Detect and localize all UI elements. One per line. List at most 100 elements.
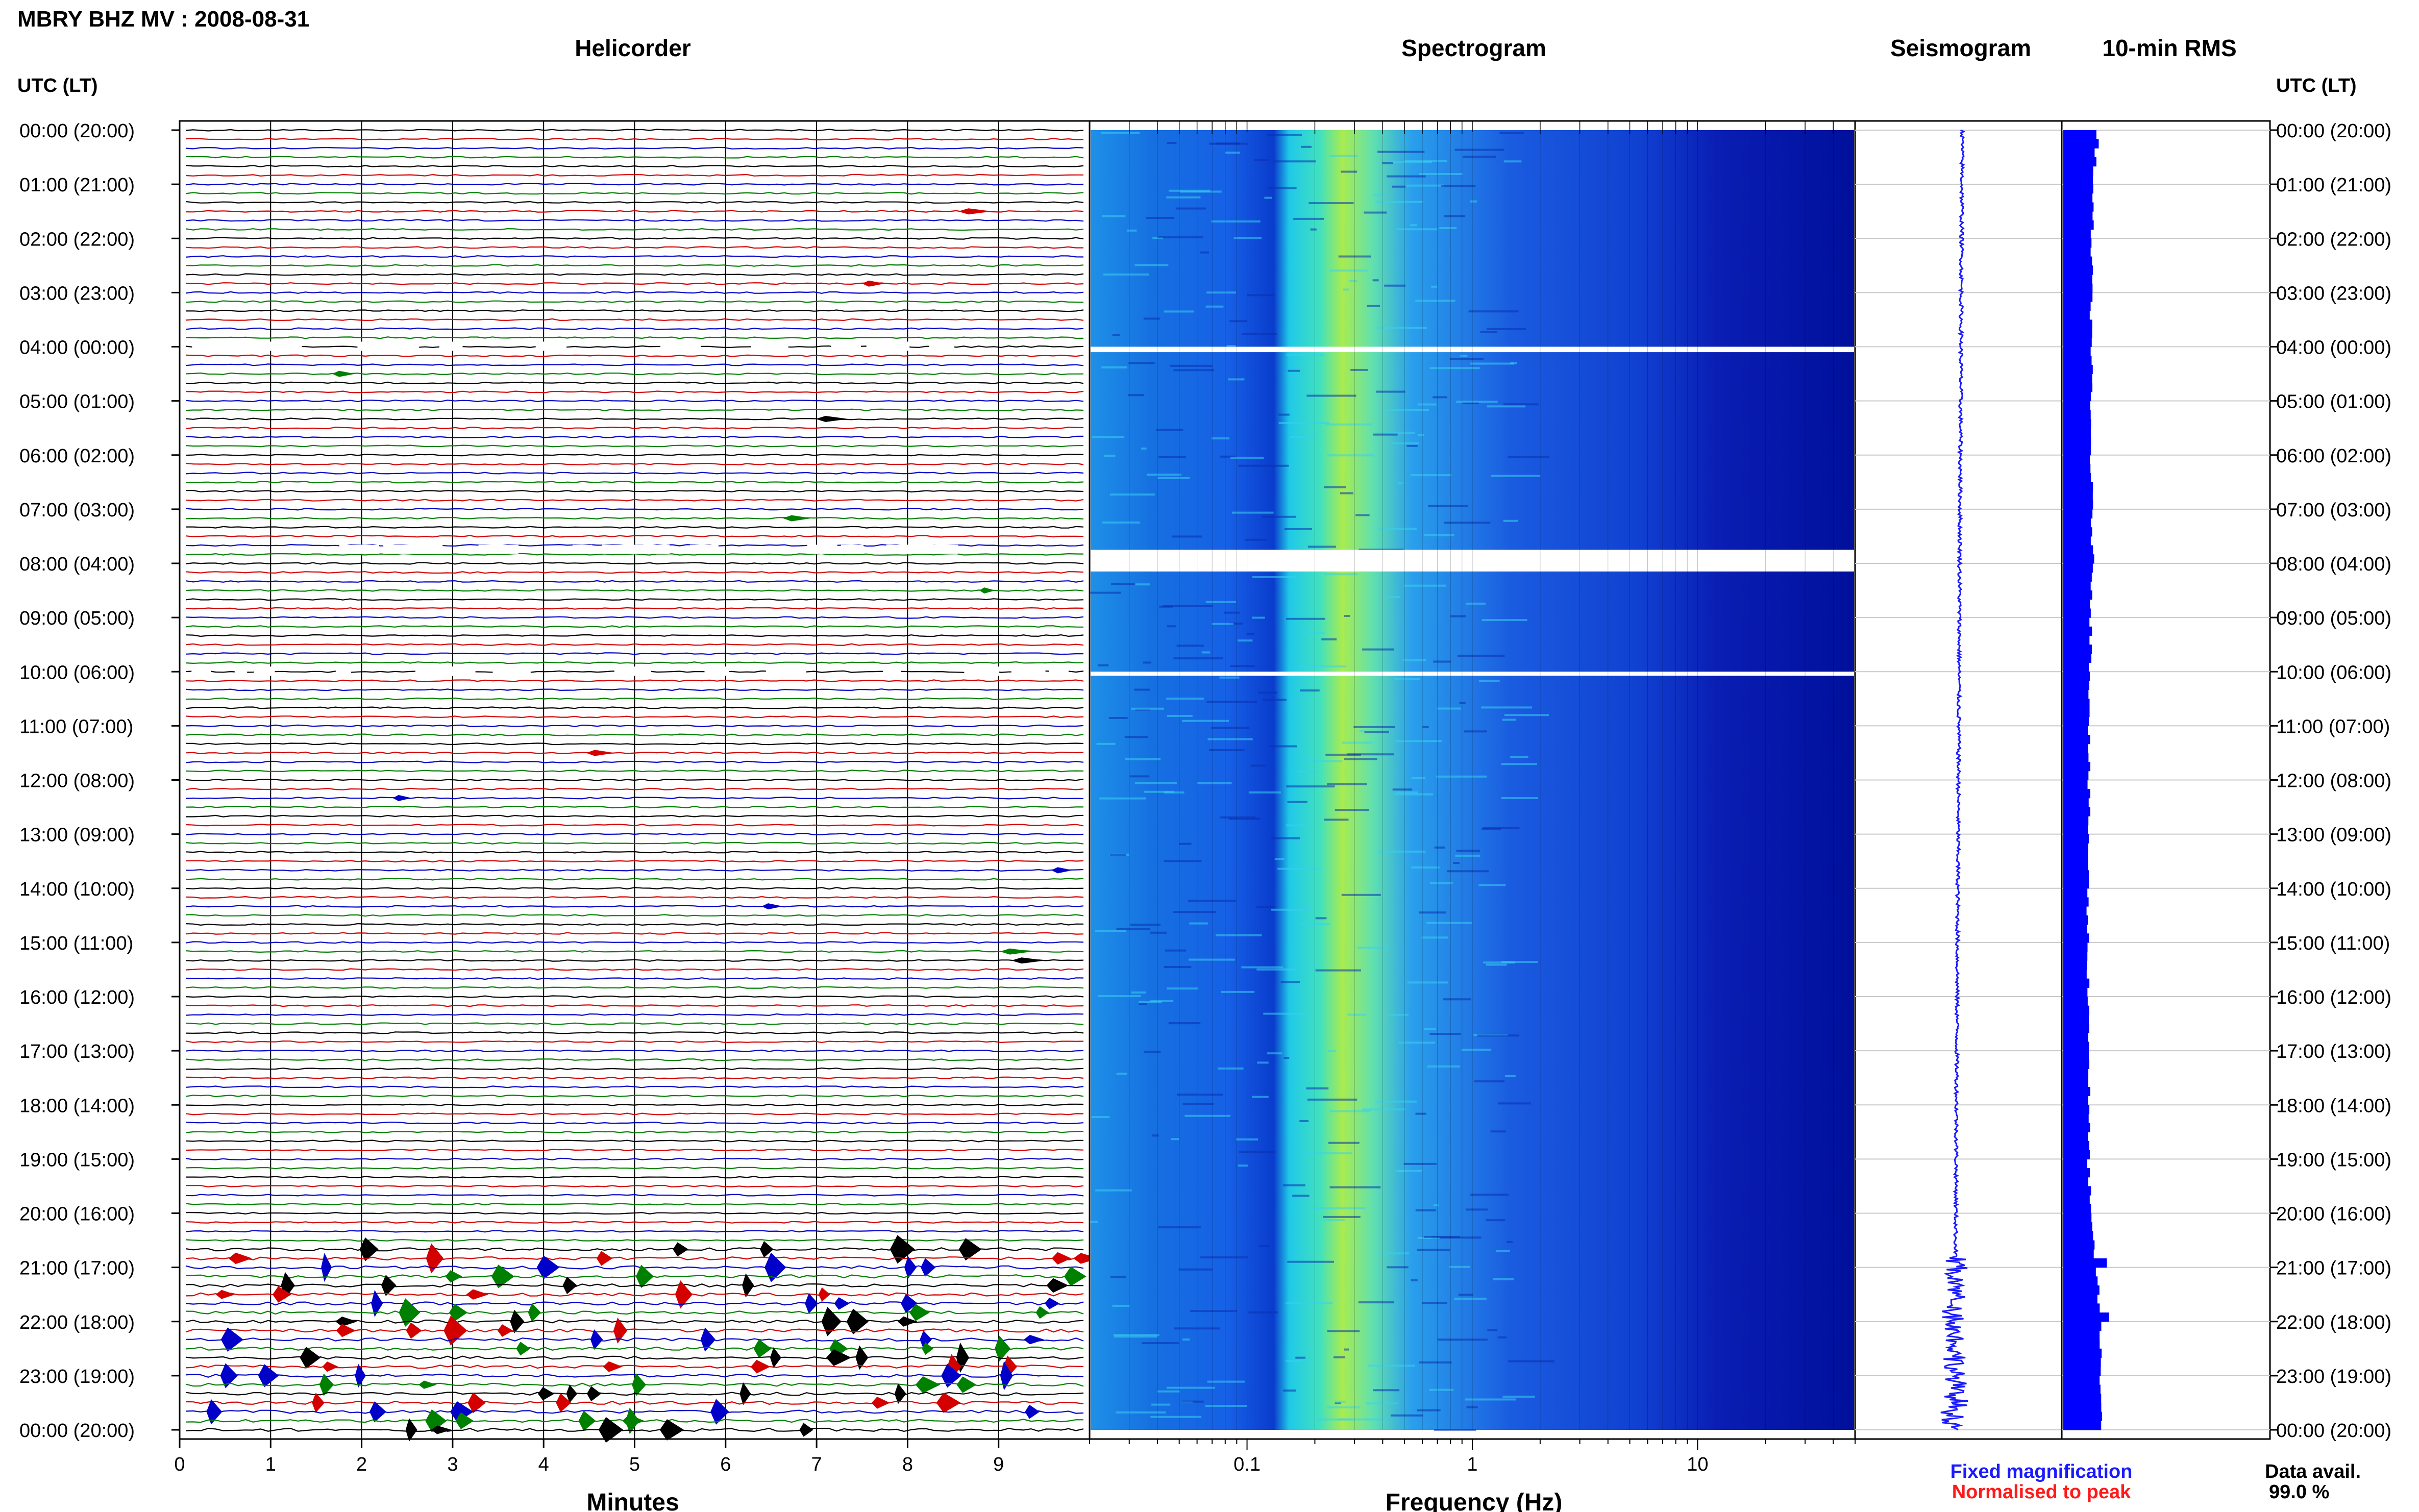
spectrogram-texture bbox=[1286, 617, 1325, 620]
helicorder-event bbox=[466, 1289, 489, 1300]
spectrogram-texture bbox=[1287, 1260, 1335, 1263]
spectrogram-texture bbox=[1481, 828, 1501, 830]
rms-bar bbox=[2063, 419, 2091, 429]
spectrogram-texture bbox=[1278, 422, 1329, 424]
spectrogram-texture bbox=[1157, 236, 1203, 239]
spectrogram-texture bbox=[1355, 514, 1370, 516]
rms-bar bbox=[2063, 1213, 2092, 1223]
time-label-right: 17:00 (13:00) bbox=[2276, 1041, 2391, 1062]
helicorder-event bbox=[258, 1364, 279, 1387]
spectrogram-texture bbox=[1423, 1235, 1460, 1238]
helicorder-trace bbox=[185, 1346, 1084, 1351]
spectrogram-texture bbox=[1205, 1405, 1247, 1407]
spectrogram-texture bbox=[1386, 596, 1401, 598]
rms-bar bbox=[2063, 1285, 2100, 1295]
rms-bar bbox=[2063, 364, 2093, 375]
rms-bar bbox=[2063, 292, 2093, 302]
rms-bar bbox=[2063, 238, 2092, 248]
spectrogram-texture bbox=[1295, 1356, 1306, 1359]
spectrogram-texture bbox=[1406, 444, 1418, 447]
spectrogram-texture bbox=[1248, 791, 1281, 794]
rms-bar bbox=[2063, 1357, 2101, 1367]
helicorder-event bbox=[418, 1380, 437, 1389]
rms-bar bbox=[2063, 870, 2089, 880]
rms-bar bbox=[2063, 1069, 2089, 1078]
helicorder-trace bbox=[185, 291, 1084, 294]
spectrogram-texture bbox=[1171, 1138, 1179, 1141]
rms-bar bbox=[2063, 283, 2093, 293]
helicorder-trace bbox=[185, 228, 1084, 231]
spectrogram-texture bbox=[1329, 269, 1369, 272]
rms-bar bbox=[2063, 545, 2093, 555]
spectrogram-texture bbox=[1139, 1003, 1148, 1006]
spectrogram-texture bbox=[1421, 936, 1448, 939]
helicorder-trace bbox=[185, 805, 1083, 809]
helicorder-trace bbox=[185, 941, 1084, 944]
helicorder-trace bbox=[185, 1194, 1084, 1197]
spectrogram-texture bbox=[1317, 1418, 1354, 1421]
rms-bar bbox=[2063, 374, 2092, 383]
helicorder-event bbox=[904, 1256, 917, 1279]
spectrogram-texture bbox=[1256, 968, 1296, 971]
spectrogram-texture bbox=[1474, 1080, 1505, 1083]
time-label-right: 05:00 (01:00) bbox=[2276, 391, 2391, 413]
helicorder-trace bbox=[185, 1247, 1084, 1252]
rms-bar bbox=[2063, 1168, 2090, 1178]
helicorder-trace bbox=[185, 1328, 1084, 1333]
spectrogram-texture bbox=[1364, 731, 1389, 733]
spectrogram-texture bbox=[1315, 1207, 1366, 1209]
helicorder-trace bbox=[185, 562, 1084, 565]
spectrogram-texture bbox=[1252, 576, 1296, 578]
helicorder-event bbox=[510, 1309, 525, 1333]
spectrogram-texture bbox=[1146, 216, 1175, 219]
helicorder-trace bbox=[185, 616, 1084, 619]
helicorder-trace bbox=[185, 589, 1084, 592]
helicorder-trace bbox=[185, 797, 1084, 800]
spectrogram-texture bbox=[1406, 184, 1444, 187]
rms-bar bbox=[2063, 554, 2094, 564]
spectrogram-texture bbox=[1134, 264, 1169, 266]
helicorder-trace bbox=[185, 770, 1084, 773]
spectrogram-texture bbox=[1229, 320, 1247, 323]
spectrogram-texture bbox=[1263, 699, 1287, 701]
time-label-right: 21:00 (17:00) bbox=[2276, 1258, 2391, 1279]
spectrogram-texture bbox=[1315, 917, 1327, 920]
helicorder-xlabel: Minutes bbox=[586, 1489, 679, 1512]
spectrogram-texture bbox=[1287, 801, 1307, 803]
helicorder-trace bbox=[185, 959, 1084, 962]
helicorder-trace bbox=[185, 625, 1084, 628]
spectrogram-texture bbox=[1373, 1389, 1400, 1392]
spectrogram-texture bbox=[1465, 1398, 1516, 1401]
spectrogram-texture bbox=[1090, 591, 1121, 594]
spectrogram-panel: 0.1 1 10 bbox=[1089, 120, 1856, 1475]
spectrogram-texture bbox=[1254, 159, 1270, 161]
helicorder-event bbox=[635, 1265, 654, 1288]
time-label-left: 11:00 (07:00) bbox=[19, 716, 133, 737]
spectrogram-texture bbox=[1306, 1087, 1329, 1089]
helicorder-trace bbox=[185, 751, 1084, 755]
spectrogram-texture bbox=[1238, 639, 1253, 642]
helicorder-trace bbox=[185, 896, 1084, 899]
spectrogram-texture bbox=[1403, 584, 1446, 587]
spectrogram-texture bbox=[1288, 369, 1300, 372]
spectrogram-texture bbox=[1415, 1209, 1437, 1211]
helicorder-trace bbox=[185, 1040, 1084, 1044]
time-label-left: 20:00 (16:00) bbox=[19, 1204, 135, 1225]
spectrogram-texture bbox=[1157, 477, 1190, 479]
spectrogram-texture bbox=[1228, 817, 1261, 820]
rms-bar bbox=[2063, 978, 2090, 988]
spectrogram-texture bbox=[1333, 1356, 1345, 1358]
helicorder-trace bbox=[185, 851, 1084, 854]
spectrogram-texture bbox=[1338, 255, 1371, 258]
rms-bar bbox=[2063, 356, 2092, 365]
helicorder-event bbox=[491, 1265, 514, 1288]
time-label-left: 19:00 (15:00) bbox=[19, 1149, 135, 1171]
helicorder-event bbox=[1064, 1267, 1087, 1286]
spectrogram-texture bbox=[1429, 1389, 1454, 1391]
helicorder-trace bbox=[185, 354, 1084, 357]
helicorder-trace bbox=[185, 905, 1084, 908]
spectrogram-texture bbox=[1439, 227, 1457, 230]
spectrogram-texture bbox=[1415, 1112, 1426, 1115]
helicorder-trace bbox=[185, 688, 1084, 691]
helicorder-event bbox=[1046, 1278, 1069, 1293]
